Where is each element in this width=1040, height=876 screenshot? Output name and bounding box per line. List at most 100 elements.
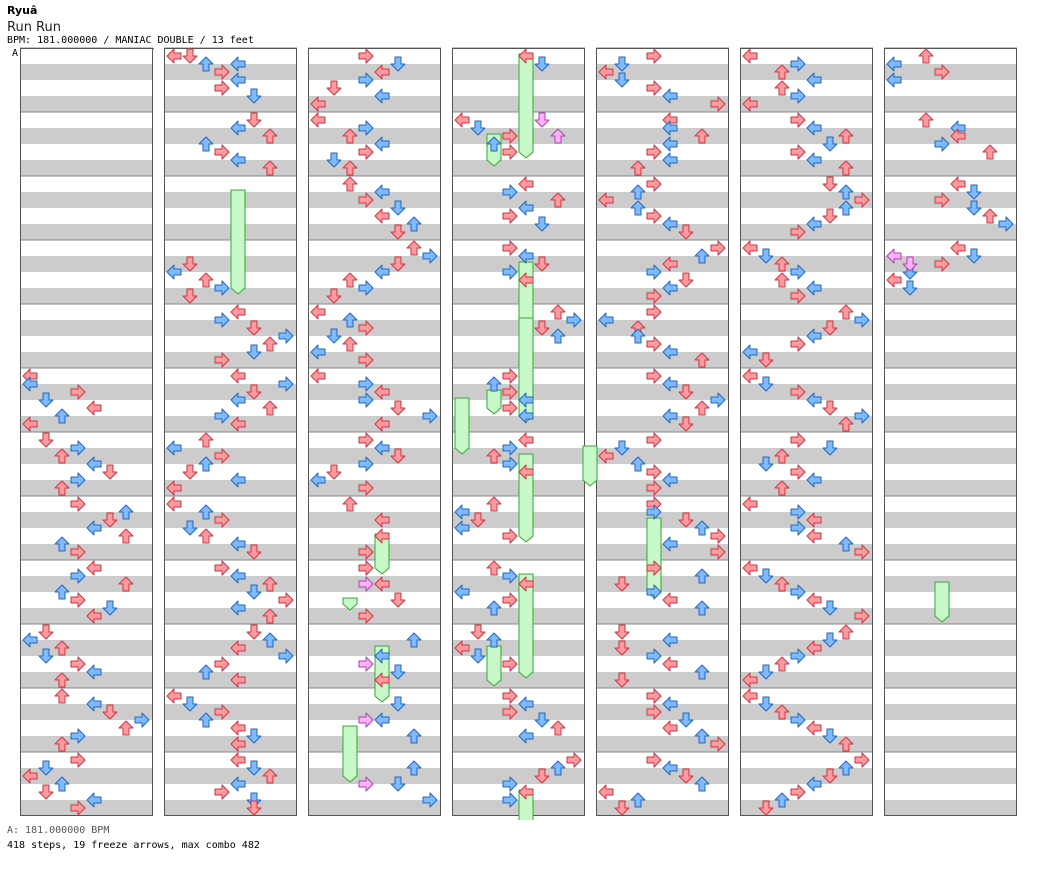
step-arrow [262, 400, 278, 416]
arrow-left-icon [662, 536, 678, 552]
step-arrow [230, 600, 246, 616]
step-arrow [694, 400, 710, 416]
step-arrow [598, 64, 614, 80]
arrow-up-icon [550, 760, 566, 776]
step-arrow [230, 120, 246, 136]
step-arrow [358, 544, 374, 560]
arrow-up-icon [54, 736, 70, 752]
arrow-left-icon [86, 400, 102, 416]
arrow-left-icon [518, 728, 534, 744]
arrow-down-icon [246, 760, 262, 776]
arrow-left-icon [806, 776, 822, 792]
step-arrow [310, 368, 326, 384]
step-arrow [374, 712, 390, 728]
arrow-left-icon [230, 672, 246, 688]
step-arrow [230, 752, 246, 768]
step-arrow [982, 144, 998, 160]
arrow-left-icon [454, 504, 470, 520]
step-arrow [118, 576, 134, 592]
step-arrow [214, 656, 230, 672]
step-arrow [710, 736, 726, 752]
step-arrow [790, 432, 806, 448]
step-arrow [38, 784, 54, 800]
step-arrow [790, 584, 806, 600]
arrow-left-icon [742, 48, 758, 64]
beat-stripe [20, 64, 153, 80]
arrow-up-icon [486, 560, 502, 576]
step-arrow [646, 368, 662, 384]
step-arrow [662, 216, 678, 232]
beat-stripe [452, 224, 585, 240]
step-arrow [614, 576, 630, 592]
arrow-down-icon [470, 120, 486, 136]
arrow-down-icon [246, 344, 262, 360]
step-arrow [278, 648, 294, 664]
arrow-down-icon [966, 184, 982, 200]
step-arrow [774, 64, 790, 80]
arrow-up-icon [486, 448, 502, 464]
beat-stripe [884, 736, 1017, 752]
step-arrow [518, 392, 534, 408]
step-arrow [342, 160, 358, 176]
step-arrow [806, 392, 822, 408]
arrow-up-icon [774, 256, 790, 272]
arrow-down-icon [902, 256, 918, 272]
step-arrow [854, 192, 870, 208]
arrow-left-icon [374, 512, 390, 528]
step-arrow [278, 592, 294, 608]
step-arrow [374, 512, 390, 528]
step-arrow [214, 352, 230, 368]
step-arrow [646, 584, 662, 600]
step-arrow [662, 152, 678, 168]
step-arrow [310, 304, 326, 320]
step-arrow [486, 632, 502, 648]
arrow-down-icon [614, 672, 630, 688]
arrow-up-icon [774, 64, 790, 80]
step-arrow [678, 224, 694, 240]
arrow-left-icon [742, 672, 758, 688]
step-arrow [822, 320, 838, 336]
step-arrow [662, 592, 678, 608]
arrow-right-icon [502, 240, 518, 256]
step-arrow [694, 520, 710, 536]
step-arrow [246, 544, 262, 560]
arrow-down-icon [246, 88, 262, 104]
arrow-right-icon [358, 544, 374, 560]
step-arrow [790, 336, 806, 352]
step-arrow [630, 160, 646, 176]
arrow-right-icon [934, 192, 950, 208]
arrow-up-icon [838, 624, 854, 640]
arrow-left-icon [374, 136, 390, 152]
step-arrow [614, 800, 630, 816]
step-arrow [742, 240, 758, 256]
step-arrow [694, 600, 710, 616]
step-arrow [662, 536, 678, 552]
arrow-up-icon [694, 352, 710, 368]
step-arrow [406, 240, 422, 256]
step-arrow [102, 704, 118, 720]
arrow-down-icon [614, 624, 630, 640]
arrow-left-icon [806, 152, 822, 168]
step-arrow [166, 496, 182, 512]
arrow-down-icon [38, 432, 54, 448]
arrow-left-icon [806, 720, 822, 736]
arrow-right-icon [502, 264, 518, 280]
step-arrow [774, 272, 790, 288]
step-arrow [598, 448, 614, 464]
step-arrow [134, 712, 150, 728]
step-arrow [198, 456, 214, 472]
beat-stripe [452, 672, 585, 688]
arrow-left-icon [230, 392, 246, 408]
arrow-left-icon [742, 688, 758, 704]
arrow-up-icon [54, 584, 70, 600]
step-arrow [326, 288, 342, 304]
step-arrow [518, 432, 534, 448]
step-arrow [534, 56, 550, 72]
step-arrow [646, 80, 662, 96]
arrow-left-icon [230, 304, 246, 320]
arrow-right-icon [646, 264, 662, 280]
arrow-right-icon [790, 56, 806, 72]
arrow-down-icon [678, 416, 694, 432]
arrow-right-icon [502, 208, 518, 224]
arrow-left-icon [22, 376, 38, 392]
